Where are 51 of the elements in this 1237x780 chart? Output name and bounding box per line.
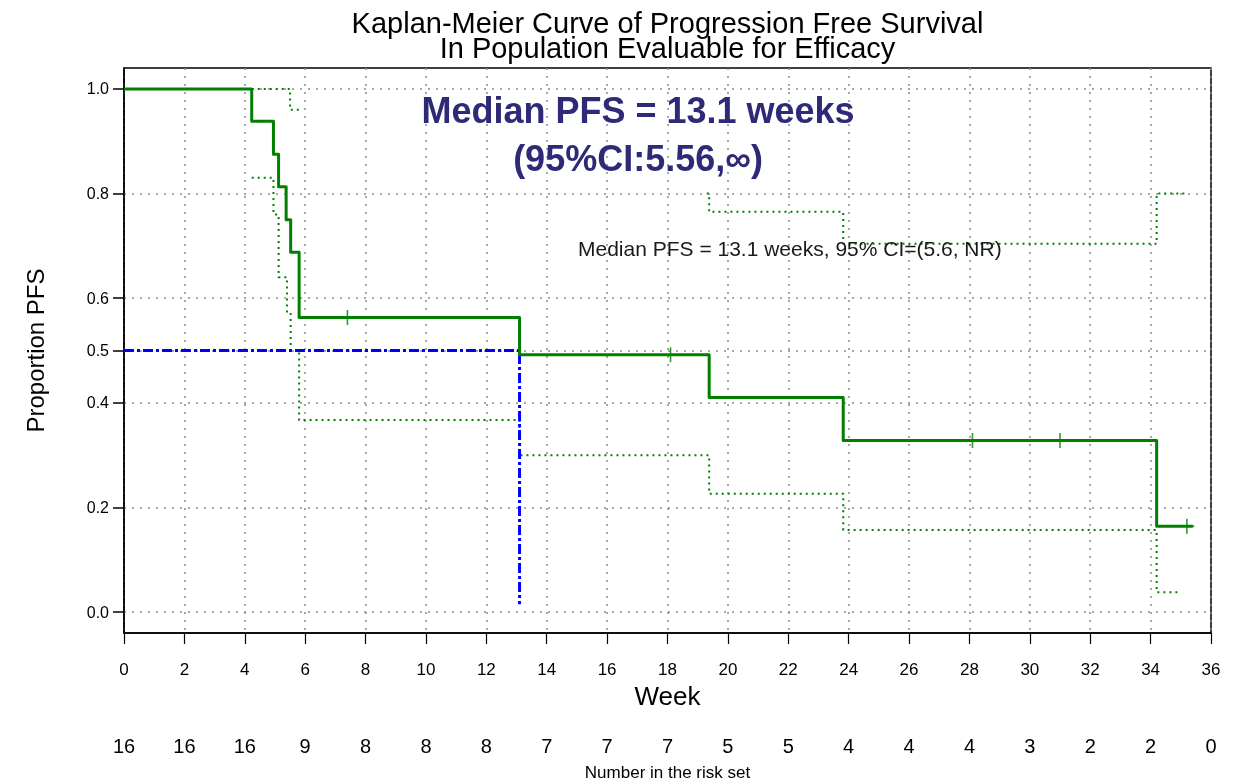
x-tick-label: 22 — [778, 660, 798, 679]
data-label: 0 — [1205, 735, 1217, 757]
data-label: 7 — [601, 735, 613, 757]
x-tick-label: 14 — [537, 660, 557, 679]
x-tick-label: 28 — [959, 660, 979, 679]
x-tick-label: 18 — [658, 660, 677, 679]
annotation: Median PFS = 13.1 weeks, 95% CI=(5.6, NR) — [578, 236, 1002, 260]
annotation: (95%CI:5.56,∞) — [513, 137, 763, 179]
data-label: 2 — [1084, 735, 1096, 757]
x-tick-label: 4 — [240, 660, 250, 679]
x-tick-label: 20 — [718, 660, 738, 679]
x-tick-label: 16 — [597, 660, 617, 679]
data-label: 7 — [661, 735, 674, 757]
data-label: 9 — [299, 735, 311, 757]
data-label: 16 — [173, 735, 196, 757]
data-label: 3 — [1024, 735, 1036, 757]
y-tick-label: 0.4 — [86, 394, 110, 412]
x-tick-label: 6 — [300, 660, 310, 679]
y-tick-label: 0.2 — [86, 498, 110, 516]
data-label: 5 — [782, 735, 794, 757]
data-label: 5 — [722, 735, 734, 757]
x-tick-label: 30 — [1020, 660, 1040, 679]
data-label: 4 — [843, 735, 855, 757]
x-tick-label: 26 — [899, 660, 919, 679]
data-label: 7 — [541, 735, 553, 757]
data-label: 2 — [1145, 735, 1157, 757]
y-tick-label: 0.0 — [86, 603, 110, 621]
data-label: 8 — [420, 735, 432, 757]
x-tick-label: 0 — [119, 660, 129, 679]
x-tick-label: 8 — [360, 660, 371, 679]
x-tick-label: 10 — [416, 660, 436, 679]
x-tick-label: 12 — [476, 660, 496, 679]
y-tick-label: 0.8 — [86, 185, 110, 203]
data-label: 4 — [963, 735, 976, 757]
x-tick-label: 24 — [839, 660, 859, 679]
y-axis-title: Proportion PFS — [21, 268, 49, 433]
annotation: Median PFS = 13.1 weeks — [421, 89, 855, 131]
y-tick-label: 0.5 — [86, 342, 110, 359]
data-label: 16 — [112, 735, 136, 757]
data-label: 8 — [480, 735, 492, 757]
x-tick-label: 32 — [1080, 660, 1100, 679]
text: Number in the risk set — [584, 763, 751, 780]
x-tick-label: 34 — [1141, 660, 1161, 679]
y-tick-label: 0.6 — [86, 289, 110, 307]
x-tick-label: 2 — [179, 660, 190, 679]
x-axis-title: Week — [634, 681, 702, 711]
y-tick-label: 1.0 — [86, 80, 110, 98]
x-tick-label: 36 — [1201, 660, 1221, 679]
data-label: 16 — [233, 735, 256, 757]
data-label: 8 — [359, 735, 372, 757]
data-label: 4 — [903, 735, 915, 757]
